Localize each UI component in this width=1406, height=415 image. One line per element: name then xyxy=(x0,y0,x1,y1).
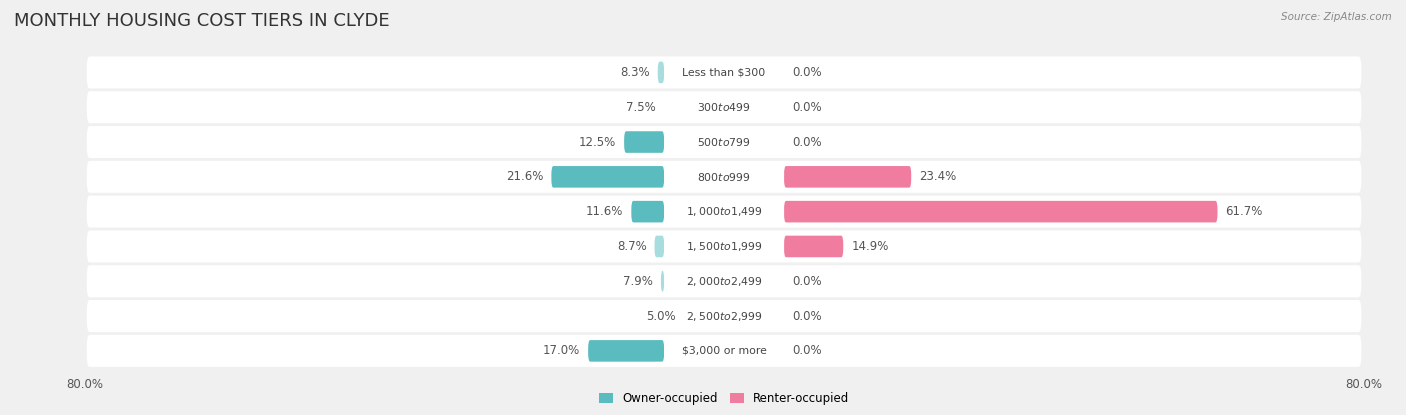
Text: 0.0%: 0.0% xyxy=(792,275,821,288)
FancyBboxPatch shape xyxy=(664,271,785,292)
FancyBboxPatch shape xyxy=(785,201,1218,222)
Text: 8.7%: 8.7% xyxy=(617,240,647,253)
FancyBboxPatch shape xyxy=(664,96,785,118)
FancyBboxPatch shape xyxy=(661,271,664,292)
FancyBboxPatch shape xyxy=(87,161,1361,193)
FancyBboxPatch shape xyxy=(658,62,664,83)
FancyBboxPatch shape xyxy=(87,56,1361,88)
FancyBboxPatch shape xyxy=(87,265,1361,297)
Text: $2,000 to $2,499: $2,000 to $2,499 xyxy=(686,275,762,288)
FancyBboxPatch shape xyxy=(664,166,785,188)
Text: $3,000 or more: $3,000 or more xyxy=(682,346,766,356)
FancyBboxPatch shape xyxy=(664,305,785,327)
FancyBboxPatch shape xyxy=(87,126,1361,158)
FancyBboxPatch shape xyxy=(785,236,844,257)
Text: $1,500 to $1,999: $1,500 to $1,999 xyxy=(686,240,762,253)
Text: 17.0%: 17.0% xyxy=(543,344,581,357)
Text: 61.7%: 61.7% xyxy=(1226,205,1263,218)
FancyBboxPatch shape xyxy=(87,335,1361,367)
FancyBboxPatch shape xyxy=(87,91,1361,123)
FancyBboxPatch shape xyxy=(588,340,664,361)
Text: $300 to $499: $300 to $499 xyxy=(697,101,751,113)
Text: 0.0%: 0.0% xyxy=(792,344,821,357)
FancyBboxPatch shape xyxy=(87,300,1361,332)
FancyBboxPatch shape xyxy=(664,340,785,361)
Text: 7.9%: 7.9% xyxy=(623,275,652,288)
Legend: Owner-occupied, Renter-occupied: Owner-occupied, Renter-occupied xyxy=(593,387,855,410)
Text: 0.0%: 0.0% xyxy=(792,136,821,149)
FancyBboxPatch shape xyxy=(87,195,1361,228)
FancyBboxPatch shape xyxy=(624,131,664,153)
Text: 23.4%: 23.4% xyxy=(920,170,956,183)
FancyBboxPatch shape xyxy=(551,166,664,188)
FancyBboxPatch shape xyxy=(664,62,785,83)
FancyBboxPatch shape xyxy=(664,131,785,153)
Text: 8.3%: 8.3% xyxy=(620,66,650,79)
Text: 0.0%: 0.0% xyxy=(792,310,821,322)
Text: 12.5%: 12.5% xyxy=(579,136,616,149)
FancyBboxPatch shape xyxy=(655,236,664,257)
Text: 5.0%: 5.0% xyxy=(647,310,676,322)
FancyBboxPatch shape xyxy=(664,236,785,257)
FancyBboxPatch shape xyxy=(785,166,911,188)
Text: $1,000 to $1,499: $1,000 to $1,499 xyxy=(686,205,762,218)
Text: 14.9%: 14.9% xyxy=(851,240,889,253)
Text: $2,500 to $2,999: $2,500 to $2,999 xyxy=(686,310,762,322)
Text: 11.6%: 11.6% xyxy=(586,205,623,218)
FancyBboxPatch shape xyxy=(87,230,1361,262)
Text: Source: ZipAtlas.com: Source: ZipAtlas.com xyxy=(1281,12,1392,22)
Text: 0.0%: 0.0% xyxy=(792,101,821,114)
Text: Less than $300: Less than $300 xyxy=(682,67,766,78)
Text: $500 to $799: $500 to $799 xyxy=(697,136,751,148)
Text: 21.6%: 21.6% xyxy=(506,170,543,183)
FancyBboxPatch shape xyxy=(631,201,664,222)
Text: $800 to $999: $800 to $999 xyxy=(697,171,751,183)
Text: 7.5%: 7.5% xyxy=(626,101,657,114)
Text: MONTHLY HOUSING COST TIERS IN CLYDE: MONTHLY HOUSING COST TIERS IN CLYDE xyxy=(14,12,389,30)
Text: 0.0%: 0.0% xyxy=(792,66,821,79)
FancyBboxPatch shape xyxy=(664,201,785,222)
